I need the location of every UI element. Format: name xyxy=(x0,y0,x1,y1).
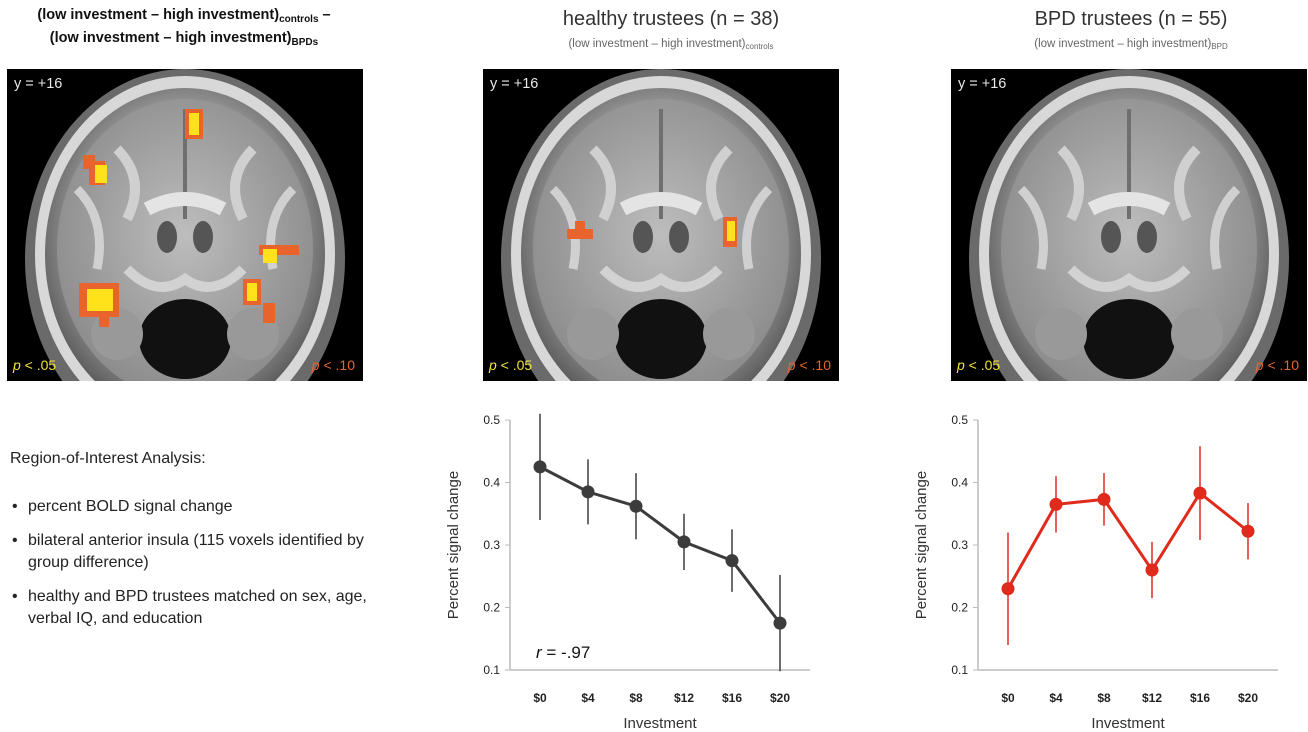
data-point xyxy=(1001,582,1015,596)
bpd-line-chart-svg: 0.1 0.2 0.3 0.4 0.5 $0 $4 $8 $12 $16 $20 Investment… xyxy=(913,413,1278,732)
y-tick-label: 0.2 xyxy=(483,601,500,615)
x-tick-label: $20 xyxy=(1238,691,1258,705)
x-tick-label: $0 xyxy=(1001,691,1015,705)
coronal-mri-image xyxy=(483,69,839,381)
brain-slice-bpd: y = +16 p < .05 p < .10 xyxy=(951,69,1307,381)
coronal-mri-image xyxy=(7,69,363,381)
data-point xyxy=(677,535,691,549)
data-point xyxy=(581,485,595,499)
y-axis-title: Percent signal change xyxy=(913,471,930,619)
series-line xyxy=(539,465,782,625)
threshold-legend-p10: p < .10 xyxy=(1255,357,1299,373)
data-point xyxy=(1145,563,1159,577)
data-point xyxy=(725,554,739,568)
threshold-legend-p10: p < .10 xyxy=(311,357,355,373)
roi-description: Region-of-Interest Analysis: percent BOL… xyxy=(10,450,390,642)
x-tick-label: $4 xyxy=(581,691,595,705)
roi-title: Region-of-Interest Analysis: xyxy=(10,450,206,467)
healthy-signal-chart: 0.1 0.2 0.3 0.4 0.5 $0 $4 $8 $12 $16 $20 Investment… xyxy=(430,400,850,732)
y-tick-label: 0.1 xyxy=(483,663,500,677)
x-tick-label: $8 xyxy=(629,691,643,705)
x-tick-label: $0 xyxy=(533,691,547,705)
bpd-panel-subtitle: (low investment – high investment)BPD xyxy=(1034,38,1228,51)
healthy-panel-title: healthy trustees (n = 38) xyxy=(562,8,780,30)
correlation-annotation: r = -.97 xyxy=(536,643,590,662)
brain-slice-difference: y = +16 p < .05 p < .10 xyxy=(7,69,363,381)
healthy-line-chart-svg: 0.1 0.2 0.3 0.4 0.5 $0 $4 $8 $12 $16 $20 Investment… xyxy=(445,413,810,732)
left-header-line2: (low investment – high investment)BPDs xyxy=(49,30,319,48)
x-tick-label: $4 xyxy=(1049,691,1063,705)
x-tick-label: $16 xyxy=(722,691,742,705)
y-tick-label: 0.3 xyxy=(483,538,500,552)
data-point xyxy=(629,499,643,513)
y-tick-label: 0.5 xyxy=(951,413,968,427)
data-point xyxy=(1241,524,1255,538)
data-point xyxy=(1193,486,1207,500)
x-tick-label: $20 xyxy=(770,691,790,705)
roi-bullet: percent BOLD signal change xyxy=(10,496,390,518)
y-tick-label: 0.1 xyxy=(951,663,968,677)
x-axis-title: Investment xyxy=(1091,715,1165,732)
y-tick-label: 0.4 xyxy=(483,476,500,490)
roi-bullet: healthy and BPD trustees matched on sex,… xyxy=(10,586,390,630)
x-tick-label: $12 xyxy=(1142,691,1162,705)
bpd-panel-title: BPD trustees (n = 55) xyxy=(1034,8,1228,30)
bpd-signal-chart: 0.1 0.2 0.3 0.4 0.5 $0 $4 $8 $12 $16 $20 Investment… xyxy=(898,400,1308,732)
y-tick-label: 0.5 xyxy=(483,413,500,427)
coronal-mri-image xyxy=(951,69,1307,381)
brain-slice-healthy: y = +16 p < .05 p < .10 xyxy=(483,69,839,381)
slice-coordinate-label: y = +16 xyxy=(14,76,63,92)
activation-clusters xyxy=(79,109,299,327)
y-tick-label: 0.2 xyxy=(951,601,968,615)
x-tick-label: $12 xyxy=(674,691,694,705)
roi-bullet-list: percent BOLD signal change bilateral ant… xyxy=(10,496,390,630)
x-tick-label: $8 xyxy=(1097,691,1111,705)
threshold-legend-p05: p < .05 xyxy=(489,357,533,373)
threshold-legend-p10: p < .10 xyxy=(787,357,831,373)
y-tick-label: 0.4 xyxy=(951,476,968,490)
slice-coordinate-label: y = +16 xyxy=(958,76,1007,92)
x-tick-label: $16 xyxy=(1190,691,1210,705)
data-point xyxy=(533,460,547,474)
data-point xyxy=(1049,497,1063,511)
series-line xyxy=(1006,490,1249,590)
data-point xyxy=(1097,492,1111,506)
roi-bullet: bilateral anterior insula (115 voxels id… xyxy=(10,530,390,574)
x-axis-title: Investment xyxy=(623,715,697,732)
left-panel-header: (low investment – high investment)contro… xyxy=(4,6,364,52)
y-tick-label: 0.3 xyxy=(951,538,968,552)
y-axis-title: Percent signal change xyxy=(445,471,462,619)
activation-clusters xyxy=(567,217,737,247)
threshold-legend-p05: p < .05 xyxy=(13,357,57,373)
healthy-panel-subtitle: (low investment – high investment)contro… xyxy=(568,38,774,51)
threshold-legend-p05: p < .05 xyxy=(957,357,1001,373)
data-point xyxy=(773,616,787,630)
slice-coordinate-label: y = +16 xyxy=(490,76,539,92)
left-header-line1: (low investment – high investment)contro… xyxy=(37,7,331,25)
